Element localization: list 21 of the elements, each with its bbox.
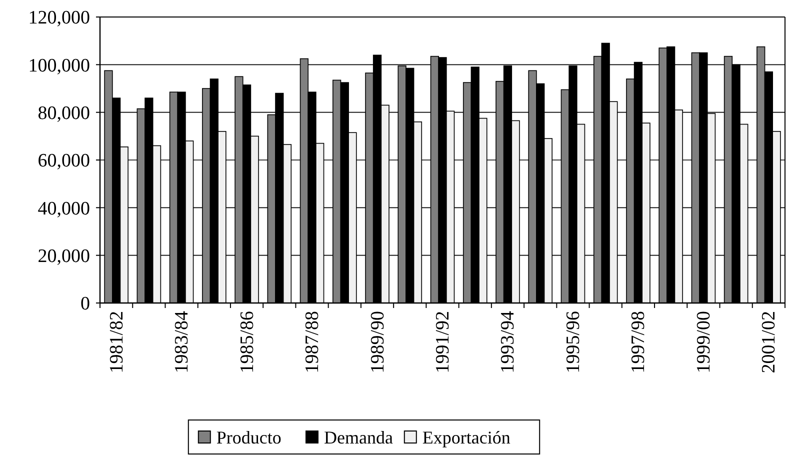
y-tick-label: 60,000 <box>38 150 90 172</box>
y-tick-label: 40,000 <box>38 198 90 220</box>
x-tick-label: 1989/90 <box>367 311 388 374</box>
y-tick-label: 120,000 <box>28 8 90 29</box>
legend-label: Demanda <box>324 427 393 448</box>
y-tick-label: 80,000 <box>38 102 90 124</box>
y-tick-label: 0 <box>80 294 90 315</box>
x-tick-label: 1995/96 <box>562 311 584 374</box>
x-tick-label: 1985/86 <box>236 311 258 374</box>
y-tick-label: 20,000 <box>38 246 90 267</box>
x-tick-label: 1999/00 <box>693 311 714 374</box>
x-tick-label: 1991/92 <box>432 311 454 374</box>
x-tick-label: 1981/82 <box>106 311 128 374</box>
y-tick-label: 100,000 <box>28 55 90 76</box>
legend-label: Exportación <box>422 427 510 448</box>
x-tick-label: 1983/84 <box>172 310 193 374</box>
x-tick-label: 1997/98 <box>628 311 650 374</box>
x-tick-label: 1993/94 <box>498 310 519 374</box>
x-tick-label: 1987/88 <box>302 311 324 374</box>
x-tick-label: 2001/02 <box>758 311 780 374</box>
legend-label: Producto <box>216 427 282 448</box>
